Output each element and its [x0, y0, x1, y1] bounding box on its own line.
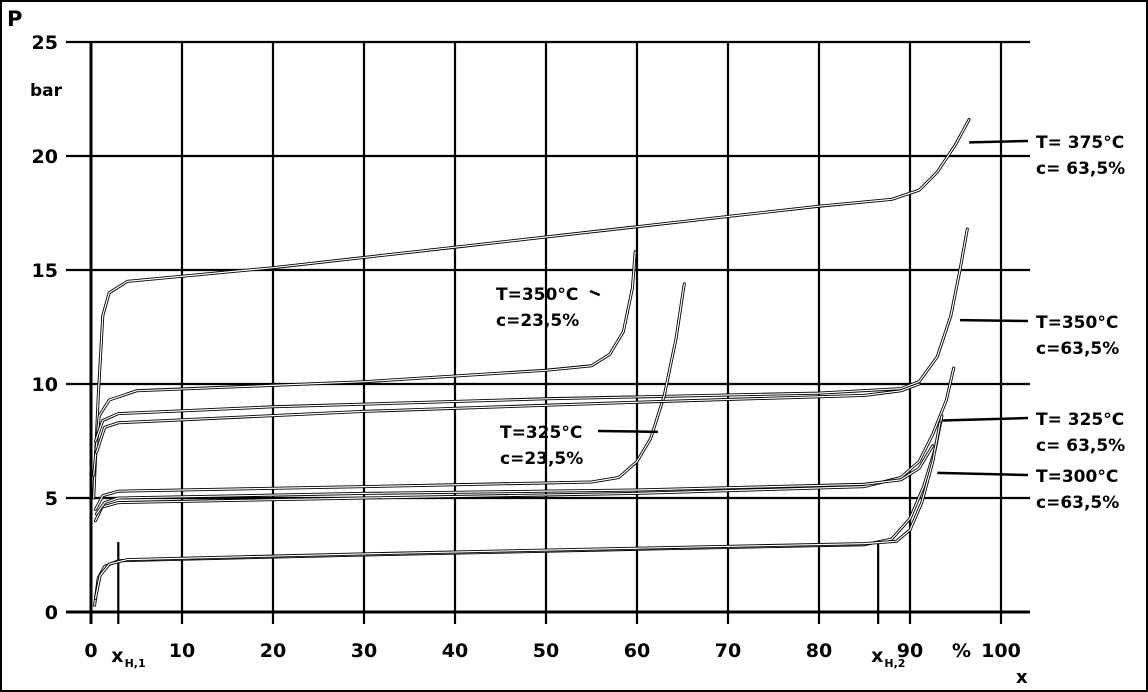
- x-marker-label-1: xH,1: [111, 645, 145, 670]
- label-s300-concentration: c=63,5%: [1036, 493, 1119, 513]
- y-tick-labels: 0 5 10 15 20 25: [32, 32, 58, 624]
- curve-s300: [93, 414, 944, 607]
- label-s325a-concentration: c=23,5%: [500, 449, 583, 469]
- leader-s350a: [589, 289, 601, 297]
- y-tick-5: 5: [45, 488, 58, 510]
- leader-s325b: [941, 416, 1029, 422]
- label-s350a-temperature: T=350°C: [496, 285, 578, 305]
- y-tick-25: 25: [32, 32, 58, 54]
- leader-s375: [969, 139, 1029, 144]
- x-tick-0: 0: [84, 640, 97, 662]
- y-axis-unit: bar: [30, 81, 63, 101]
- x-axis-label: x: [1016, 667, 1028, 688]
- label-s375-temperature: T= 375°C: [1036, 133, 1124, 153]
- label-s325b-temperature: T= 325°C: [1036, 410, 1124, 430]
- leader-s350b: [960, 318, 1029, 323]
- label-s350b-temperature: T=350°C: [1036, 313, 1118, 333]
- x-tick-90: 90: [897, 640, 923, 662]
- curve-s375-core: [93, 118, 970, 499]
- label-s300-temperature: T=300°C: [1036, 467, 1118, 487]
- curve-e325-core: [95, 445, 934, 515]
- x-tick-30: 30: [351, 640, 377, 662]
- curve-s325b-core: [94, 367, 955, 522]
- curve-s300-core: [94, 415, 943, 606]
- curves: [92, 118, 971, 607]
- label-s375-concentration: c= 63,5%: [1036, 159, 1125, 179]
- curve-e300-core: [94, 422, 941, 599]
- x-markers: xH,1 xH,2: [111, 645, 905, 670]
- label-s350a-concentration: c=23,5%: [496, 311, 579, 331]
- label-s325a-temperature: T=325°C: [500, 423, 582, 443]
- x-tick-20: 20: [260, 640, 286, 662]
- curve-s350a-core: [93, 251, 636, 476]
- extra-curves: [94, 382, 942, 600]
- x-axis-unit: %: [952, 640, 971, 662]
- x-tick-100: 100: [981, 640, 1021, 662]
- curve-e350-core: [95, 383, 920, 453]
- leader-s325a: [597, 429, 658, 434]
- x-tick-70: 70: [715, 640, 741, 662]
- y-tick-20: 20: [32, 146, 58, 168]
- x-tick-60: 60: [624, 640, 650, 662]
- y-tick-0: 0: [45, 602, 58, 624]
- curve-s325a-core: [94, 283, 685, 510]
- x-tick-labels: 0 10 20 30 40 50 60 70 80 90 100: [84, 640, 1020, 662]
- x-tick-50: 50: [533, 640, 559, 662]
- leader-s300: [937, 471, 1029, 477]
- x-tick-80: 80: [806, 640, 832, 662]
- x-tick-40: 40: [442, 640, 468, 662]
- y-tick-15: 15: [32, 260, 58, 282]
- y-tick-10: 10: [32, 374, 58, 396]
- x-tick-10: 10: [169, 640, 195, 662]
- series-labels: T= 375°C c= 63,5% T=350°C c=23,5% T=350°C c=6…: [496, 133, 1125, 513]
- grid-lines: [66, 40, 1030, 624]
- label-s350b-concentration: c=63,5%: [1036, 339, 1119, 359]
- curve-s350b-core: [94, 228, 968, 442]
- label-s325b-concentration: c= 63,5%: [1036, 436, 1125, 456]
- y-axis-label: P: [7, 7, 22, 31]
- label-leaders: [589, 139, 1029, 477]
